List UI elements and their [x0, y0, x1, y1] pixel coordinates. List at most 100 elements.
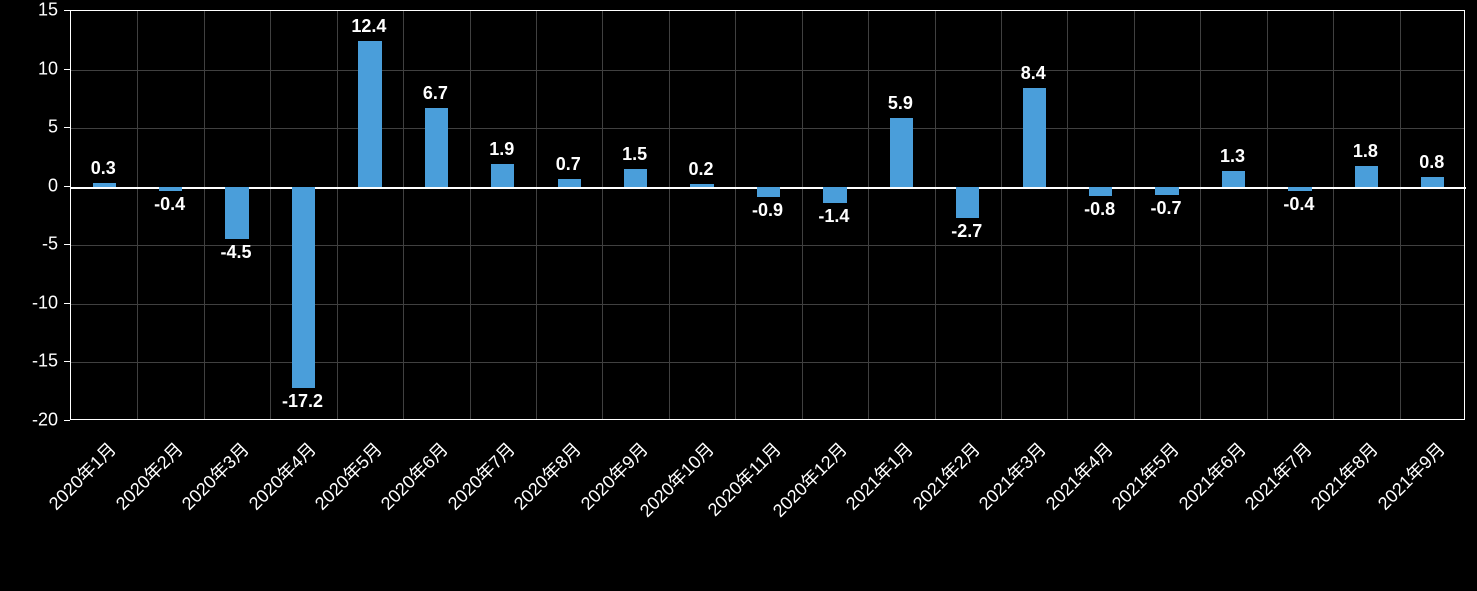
y-tick-mark: [64, 186, 70, 187]
gridline-h: [71, 70, 1464, 71]
x-tick-label: 2020年9月: [529, 436, 653, 560]
gridline-v: [1400, 11, 1401, 419]
data-label: -4.5: [221, 242, 252, 263]
x-tick-label: 2020年6月: [329, 436, 453, 560]
data-label: 0.2: [689, 159, 714, 180]
bar: [358, 41, 381, 186]
bar: [624, 169, 647, 187]
x-tick-label: 2020年11月: [661, 436, 785, 560]
y-tick-mark: [64, 361, 70, 362]
y-tick-label: -5: [0, 234, 58, 255]
gridline-v: [137, 11, 138, 419]
gridline-v: [270, 11, 271, 419]
data-label: 0.7: [556, 154, 581, 175]
y-tick-label: 10: [0, 58, 58, 79]
x-tick-label: 2021年3月: [927, 436, 1051, 560]
x-tick-label: 2020年4月: [196, 436, 320, 560]
y-tick-mark: [64, 420, 70, 421]
data-label: 1.3: [1220, 146, 1245, 167]
x-tick-label: 2020年3月: [130, 436, 254, 560]
bar: [1288, 187, 1311, 192]
gridline-h: [71, 128, 1464, 129]
data-label: 1.9: [489, 139, 514, 160]
data-label: -0.4: [1283, 194, 1314, 215]
x-tick-label: 2021年7月: [1193, 436, 1317, 560]
bar: [159, 187, 182, 192]
gridline-h: [71, 362, 1464, 363]
bar: [1089, 187, 1112, 196]
data-label: 5.9: [888, 93, 913, 114]
gridline-v: [470, 11, 471, 419]
gridline-v: [1134, 11, 1135, 419]
gridline-v: [403, 11, 404, 419]
x-tick-label: 2020年8月: [462, 436, 586, 560]
data-label: -0.9: [752, 200, 783, 221]
x-tick-label: 2020年10月: [595, 436, 719, 560]
data-label: 8.4: [1021, 63, 1046, 84]
data-label: 0.3: [91, 158, 116, 179]
gridline-v: [1067, 11, 1068, 419]
gridline-v: [1333, 11, 1334, 419]
bar: [757, 187, 780, 198]
gridline-v: [1200, 11, 1201, 419]
bar: [1222, 171, 1245, 186]
gridline-v: [602, 11, 603, 419]
bar: [1023, 88, 1046, 186]
x-tick-label: 2021年8月: [1259, 436, 1383, 560]
gridline-v: [1267, 11, 1268, 419]
gridline-v: [204, 11, 205, 419]
gridline-v: [802, 11, 803, 419]
gridline-v: [337, 11, 338, 419]
bar: [93, 183, 116, 187]
bar: [823, 187, 846, 203]
x-tick-label: 2020年1月: [0, 436, 122, 560]
gridline-v: [935, 11, 936, 419]
x-tick-label: 2021年6月: [1126, 436, 1250, 560]
y-tick-label: 5: [0, 117, 58, 138]
y-tick-label: 15: [0, 0, 58, 21]
data-label: -0.4: [154, 194, 185, 215]
data-label: -17.2: [282, 391, 323, 412]
x-tick-label: 2020年2月: [64, 436, 188, 560]
data-label: -1.4: [818, 206, 849, 227]
y-tick-label: -20: [0, 410, 58, 431]
data-label: 1.8: [1353, 141, 1378, 162]
x-tick-label: 2021年1月: [794, 436, 918, 560]
bar: [1421, 177, 1444, 186]
x-tick-label: 2020年5月: [263, 436, 387, 560]
y-tick-mark: [64, 10, 70, 11]
gridline-v: [735, 11, 736, 419]
gridline-v: [1001, 11, 1002, 419]
bar: [558, 179, 581, 187]
y-tick-mark: [64, 69, 70, 70]
y-tick-mark: [64, 303, 70, 304]
gridline-v: [669, 11, 670, 419]
bar: [690, 184, 713, 186]
x-tick-label: 2020年12月: [728, 436, 852, 560]
x-tick-label: 2021年5月: [1060, 436, 1184, 560]
data-label: 12.4: [351, 16, 386, 37]
bar: [225, 187, 248, 240]
data-label: 1.5: [622, 144, 647, 165]
y-tick-label: -10: [0, 292, 58, 313]
data-label: 6.7: [423, 83, 448, 104]
bar: [1355, 166, 1378, 187]
data-label: -0.8: [1084, 199, 1115, 220]
x-tick-label: 2021年4月: [994, 436, 1118, 560]
bar: [425, 108, 448, 186]
y-tick-mark: [64, 127, 70, 128]
bar: [890, 118, 913, 187]
bar: [956, 187, 979, 219]
bar-chart: -20-15-10-5051015 2020年1月2020年2月2020年3月2…: [0, 0, 1477, 591]
gridline-v: [868, 11, 869, 419]
data-label: -2.7: [951, 221, 982, 242]
gridline-h: [71, 304, 1464, 305]
y-tick-label: 0: [0, 175, 58, 196]
data-label: -0.7: [1151, 198, 1182, 219]
y-tick-label: -15: [0, 351, 58, 372]
y-tick-mark: [64, 244, 70, 245]
data-label: 0.8: [1419, 152, 1444, 173]
bar: [491, 164, 514, 186]
gridline-v: [536, 11, 537, 419]
bar: [292, 187, 315, 388]
